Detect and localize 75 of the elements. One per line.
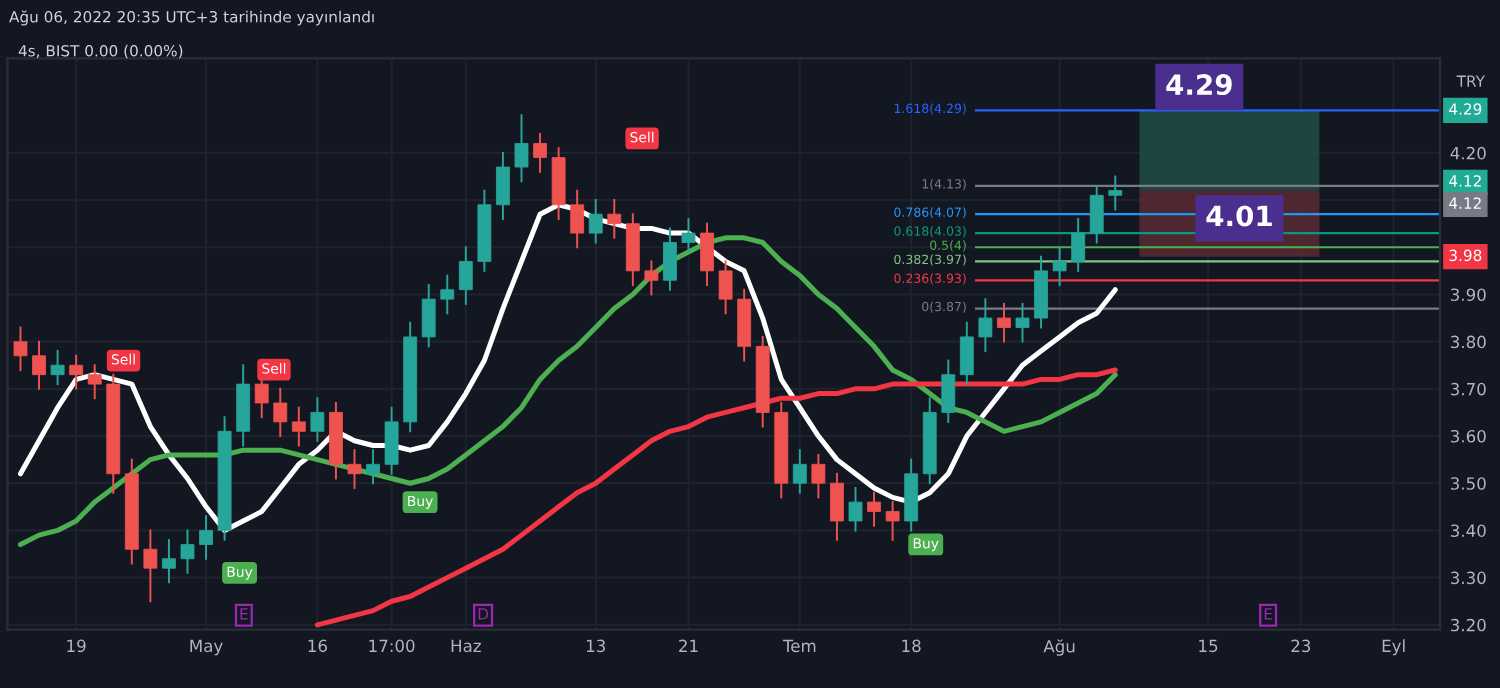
candlestick — [1034, 255, 1048, 329]
candlestick — [904, 458, 919, 532]
annotation: 4.29 — [1166, 74, 1232, 96]
candlestick — [718, 260, 733, 315]
x-tick-label: 23 — [1291, 639, 1311, 653]
candlestick — [291, 406, 306, 447]
x-tick-label: Tem — [782, 639, 816, 653]
candlestick — [458, 246, 473, 305]
x-tick-label: May — [190, 639, 223, 656]
candlestick — [1015, 302, 1030, 343]
annotation: 4.01 — [1206, 205, 1272, 227]
x-tick-label: Ağu — [1043, 639, 1075, 656]
candlestick — [199, 515, 213, 560]
y-tick-label: 3.40 — [1450, 524, 1486, 537]
candlestick — [551, 147, 566, 220]
candlestick — [1052, 246, 1067, 286]
x-tick-label: 19 — [67, 639, 86, 653]
candlestick — [1089, 184, 1104, 244]
y-tick-label: 3.60 — [1450, 429, 1486, 443]
x-tick-label: 15 — [1199, 639, 1218, 653]
x-tick-label: 13 — [586, 639, 605, 653]
candlestick — [366, 449, 380, 485]
candlestick — [978, 298, 993, 353]
y-tick-label: 3.50 — [1450, 477, 1486, 490]
candlestick — [162, 538, 176, 584]
candlestick — [440, 274, 455, 315]
candlestick — [867, 491, 881, 527]
candlestick — [644, 260, 659, 296]
x-tick-label: 21 — [679, 639, 698, 652]
x-tick-label: 17:00 — [369, 639, 415, 653]
candlestick — [384, 406, 399, 475]
candlestick — [625, 213, 640, 286]
y-tick-label: 3.30 — [1450, 571, 1486, 585]
candlestick — [663, 227, 677, 291]
candlestick — [180, 529, 195, 574]
candlestick — [959, 321, 974, 386]
candlestick — [811, 453, 826, 499]
candlestick — [570, 189, 585, 249]
candlestick — [885, 501, 900, 541]
x-tick-label: 16 — [308, 639, 327, 653]
candlestick — [700, 222, 714, 286]
y-tick-label: 3.80 — [1450, 335, 1486, 349]
candlestick — [997, 302, 1011, 343]
candlestick — [830, 472, 844, 541]
x-tick-label: Eyl — [1382, 639, 1405, 656]
candlestick — [273, 387, 288, 437]
candlestick — [941, 359, 956, 423]
candlestick — [13, 326, 28, 371]
candlestick — [588, 199, 603, 244]
line-series — [314, 367, 1118, 628]
x-tick-label: Haz — [451, 639, 481, 653]
candlestick — [69, 354, 84, 390]
candlestick — [32, 340, 46, 390]
y-tick-label: 3.20 — [1450, 618, 1486, 632]
y-tick-label: 4.20 — [1450, 146, 1486, 160]
candlestick — [496, 151, 510, 220]
candlestick — [514, 114, 529, 183]
candlestick — [50, 350, 65, 386]
candlestick — [792, 449, 807, 494]
y-tick-label: 3.70 — [1450, 382, 1486, 396]
y-tick-label: 3.90 — [1450, 288, 1486, 302]
candlestick — [347, 449, 362, 489]
candlestick — [310, 397, 325, 442]
candlestick — [87, 364, 102, 400]
candlestick — [681, 217, 696, 253]
x-tick-label: 18 — [902, 639, 921, 653]
candlestick — [737, 288, 752, 362]
candlestick — [848, 486, 863, 532]
candlestick — [1108, 175, 1123, 211]
candlestick — [421, 284, 436, 348]
candlestick — [533, 133, 547, 173]
candlestick — [236, 364, 251, 447]
candlestick — [607, 199, 622, 239]
candlestick — [143, 529, 158, 603]
candlestick — [1071, 217, 1086, 272]
